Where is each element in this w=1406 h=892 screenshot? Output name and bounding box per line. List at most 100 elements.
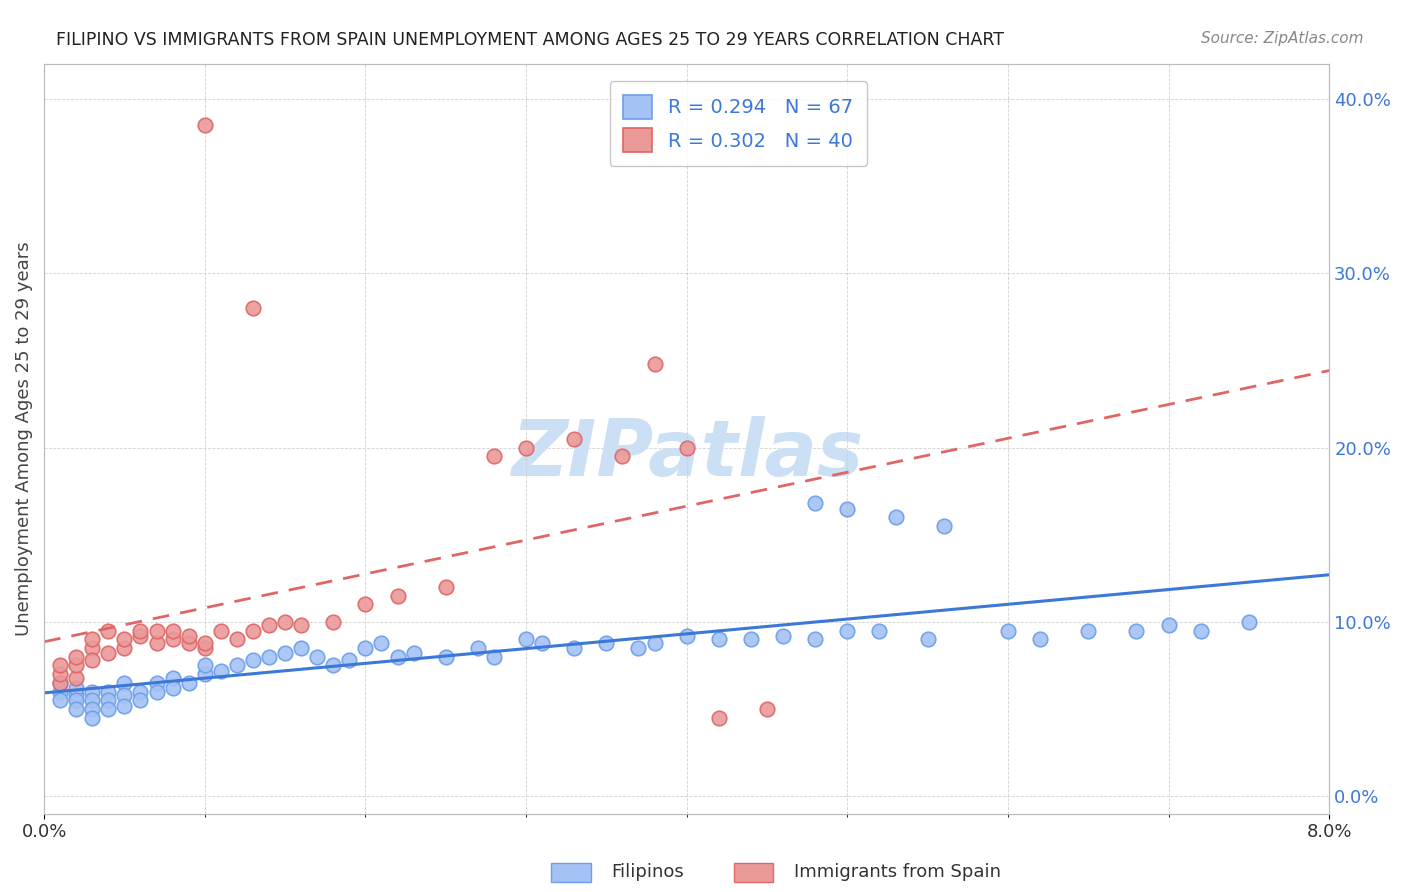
Point bbox=[82, 632, 104, 647]
Point bbox=[97, 624, 120, 638]
Point bbox=[370, 636, 392, 650]
Point bbox=[997, 624, 1019, 638]
Point bbox=[177, 676, 200, 690]
Point bbox=[837, 624, 859, 638]
Point bbox=[114, 688, 136, 702]
Point bbox=[515, 441, 537, 455]
Point bbox=[177, 636, 200, 650]
Point bbox=[740, 632, 762, 647]
Point bbox=[675, 629, 697, 643]
Point bbox=[1125, 624, 1147, 638]
Point bbox=[932, 519, 955, 533]
Text: Source: ZipAtlas.com: Source: ZipAtlas.com bbox=[1201, 31, 1364, 46]
Point bbox=[354, 598, 377, 612]
Point bbox=[194, 667, 217, 681]
Point bbox=[209, 624, 232, 638]
Point bbox=[49, 667, 72, 681]
Point bbox=[49, 658, 72, 673]
Point bbox=[65, 658, 87, 673]
Point bbox=[82, 640, 104, 655]
Point bbox=[434, 580, 457, 594]
Point bbox=[612, 450, 634, 464]
Point bbox=[917, 632, 939, 647]
Point bbox=[194, 640, 217, 655]
Point bbox=[242, 624, 264, 638]
Point bbox=[772, 629, 794, 643]
Point bbox=[145, 636, 167, 650]
Text: FILIPINO VS IMMIGRANTS FROM SPAIN UNEMPLOYMENT AMONG AGES 25 TO 29 YEARS CORRELA: FILIPINO VS IMMIGRANTS FROM SPAIN UNEMPL… bbox=[56, 31, 1004, 49]
Point bbox=[65, 649, 87, 664]
Point bbox=[145, 684, 167, 698]
Point bbox=[337, 653, 360, 667]
Point bbox=[194, 636, 217, 650]
Point bbox=[114, 676, 136, 690]
Point bbox=[257, 649, 280, 664]
Point bbox=[49, 684, 72, 698]
Point bbox=[804, 632, 827, 647]
Text: ZIPatlas: ZIPatlas bbox=[510, 416, 863, 491]
Point bbox=[177, 629, 200, 643]
Point bbox=[97, 684, 120, 698]
Point bbox=[869, 624, 891, 638]
Point bbox=[515, 632, 537, 647]
Point bbox=[804, 496, 827, 510]
Point bbox=[1029, 632, 1052, 647]
Point bbox=[837, 501, 859, 516]
Point bbox=[82, 693, 104, 707]
Point bbox=[482, 450, 505, 464]
Point bbox=[467, 640, 489, 655]
Point bbox=[82, 711, 104, 725]
Point bbox=[322, 615, 344, 629]
Point bbox=[595, 636, 617, 650]
Point bbox=[162, 681, 184, 695]
Point bbox=[129, 693, 152, 707]
Point bbox=[644, 357, 666, 371]
Point bbox=[884, 510, 907, 524]
Point bbox=[387, 649, 409, 664]
Point bbox=[707, 711, 730, 725]
Y-axis label: Unemployment Among Ages 25 to 29 years: Unemployment Among Ages 25 to 29 years bbox=[15, 242, 32, 636]
Point bbox=[82, 684, 104, 698]
Point bbox=[82, 702, 104, 716]
Point bbox=[65, 671, 87, 685]
Point bbox=[644, 636, 666, 650]
Point bbox=[49, 693, 72, 707]
Text: Immigrants from Spain: Immigrants from Spain bbox=[794, 863, 1001, 881]
Point bbox=[322, 658, 344, 673]
Point bbox=[49, 676, 72, 690]
Point bbox=[97, 646, 120, 660]
Point bbox=[387, 589, 409, 603]
Point bbox=[307, 649, 329, 664]
Point bbox=[129, 624, 152, 638]
Point bbox=[114, 632, 136, 647]
Point bbox=[531, 636, 554, 650]
Point bbox=[402, 646, 425, 660]
Point bbox=[162, 632, 184, 647]
Point bbox=[65, 702, 87, 716]
Point bbox=[129, 684, 152, 698]
Text: Filipinos: Filipinos bbox=[612, 863, 685, 881]
Point bbox=[290, 640, 312, 655]
Point bbox=[434, 649, 457, 664]
Point bbox=[209, 664, 232, 678]
Point bbox=[162, 671, 184, 685]
Point bbox=[1237, 615, 1260, 629]
Point bbox=[562, 432, 585, 446]
Point bbox=[225, 658, 247, 673]
Point bbox=[65, 688, 87, 702]
Point bbox=[707, 632, 730, 647]
Point bbox=[114, 698, 136, 713]
Point bbox=[97, 693, 120, 707]
Point bbox=[225, 632, 247, 647]
Point bbox=[82, 653, 104, 667]
Point bbox=[194, 118, 217, 132]
Point bbox=[675, 441, 697, 455]
Point bbox=[482, 649, 505, 664]
Point bbox=[756, 702, 779, 716]
Point bbox=[1077, 624, 1099, 638]
Point bbox=[274, 646, 297, 660]
Point bbox=[354, 640, 377, 655]
Legend: R = 0.294   N = 67, R = 0.302   N = 40: R = 0.294 N = 67, R = 0.302 N = 40 bbox=[610, 81, 866, 166]
Point bbox=[145, 624, 167, 638]
Point bbox=[65, 693, 87, 707]
